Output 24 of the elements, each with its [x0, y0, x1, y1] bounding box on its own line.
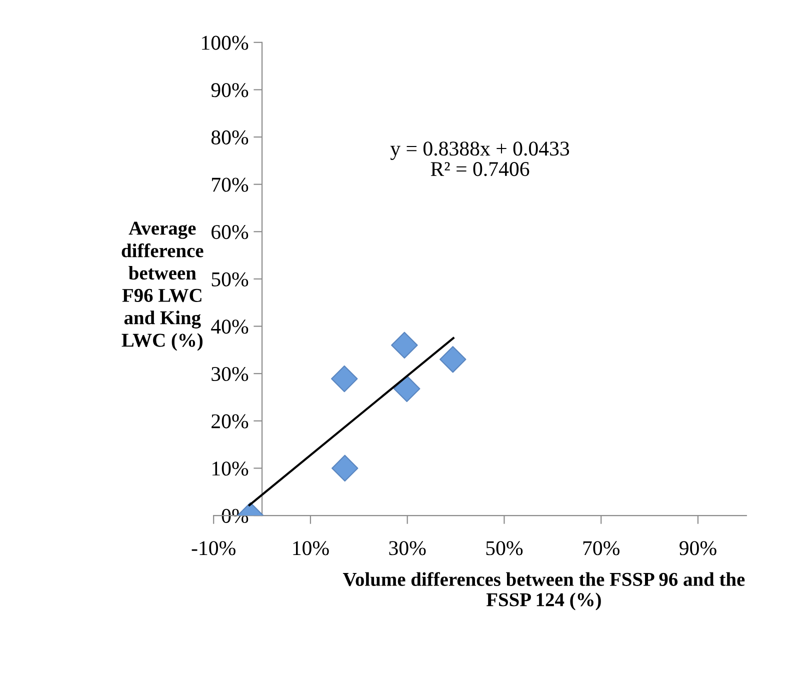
y-axis-title: Average difference between F96 LWC and King LWC (%): [122, 222, 204, 351]
y-tick-label: 80%: [211, 130, 248, 145]
y-tick-label: 10%: [212, 462, 248, 476]
x-tick-label: 50%: [486, 541, 523, 556]
y-tick-label: 100%: [202, 36, 248, 50]
point: [332, 454, 358, 482]
x-tick-label: -10%: [192, 541, 236, 556]
point: [331, 365, 358, 392]
point: [440, 346, 466, 373]
x-tick-label: 90%: [680, 541, 716, 556]
x-tick-label: 10%: [293, 541, 329, 556]
point: [391, 332, 418, 359]
y-tick-label: 20%: [212, 414, 248, 428]
y-tick-label: 90%: [211, 83, 248, 98]
point: [394, 375, 420, 402]
y-tick-label: 60%: [212, 225, 248, 240]
x-axis-title: Volume differences between the FSSP 96 and the FSSP 124 (%): [342, 572, 745, 610]
y-tick-label: 30%: [212, 366, 248, 382]
y-tick-label: 40%: [211, 320, 248, 334]
annotation: y = 0.8388x + 0.0433 R² = 0.7406: [390, 142, 570, 176]
x-tick-label: 30%: [389, 541, 426, 556]
y-tick-label: 50%: [212, 272, 248, 286]
x-tick-label: 70%: [583, 541, 620, 556]
y-tick-label: 70%: [212, 178, 248, 192]
